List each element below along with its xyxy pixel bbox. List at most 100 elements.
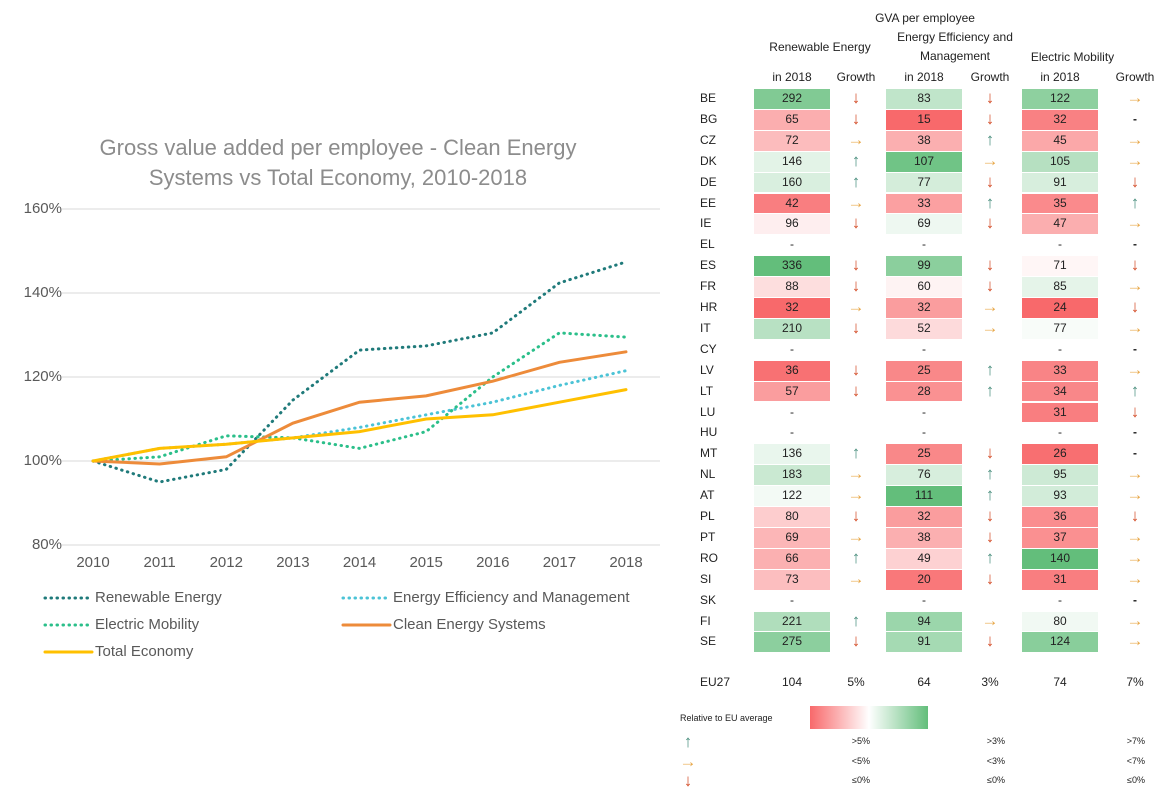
growth-arrow: ↓ [985,506,995,525]
growth-arrow: ↑ [851,150,861,170]
country: DK [700,153,717,168]
value-cell: 91 [1022,172,1098,193]
value-cell: - [790,341,794,356]
series-line [91,260,628,484]
growth-arrow: ↓ [985,255,995,275]
value-cell: 52 [886,318,962,339]
group-header: Renewable Energy [769,40,871,54]
growth-arrow: ↓ [985,88,995,107]
y-tick-label: 100% [24,452,62,469]
growth-arrow: → [1126,547,1144,567]
value-cell: 136 [754,444,830,465]
eu-average: 74 [1053,675,1067,689]
x-tick-label: 2017 [543,554,576,571]
value-cell: 107 [886,151,962,172]
value-cell: 122 [1022,89,1098,109]
value-cell: 57 [754,381,830,402]
value-cell: 77 [886,172,962,193]
value-cell: 122 [754,486,830,506]
subheader: Growth [1115,70,1155,84]
legend-label: Electric Mobility [95,616,200,633]
legend-label: Energy Efficiency and Management [393,589,630,606]
value-cell: 38 [886,527,962,548]
legend-title: Relative to EU average [680,713,773,723]
value-cell: 28 [886,381,962,402]
legend-label: Clean Energy Systems [393,616,546,633]
growth-arrow: ↑ [851,610,861,630]
group-header: Electric Mobility [1030,50,1115,64]
country: IE [700,216,712,231]
table-title: GVA per employee [875,11,975,25]
growth-arrow: - [1133,237,1137,252]
country: AT [700,488,715,503]
value-cell: 31 [1022,569,1098,590]
growth-arrow: → [1126,610,1144,630]
value-cell: - [1058,341,1062,356]
growth-arrow: ↓ [851,506,861,525]
value-cell: 91 [886,632,962,653]
growth-arrow: - [1133,111,1137,126]
growth-arrow: ↓ [851,108,861,128]
value-cell: 69 [886,214,962,235]
value-cell: 42 [754,193,830,214]
value-cell: 36 [754,360,830,381]
growth-arrow: ↑ [985,380,995,400]
value-cell: 94 [886,611,962,632]
eu-average: 104 [781,675,803,689]
series-line [91,350,628,466]
value-cell: - [790,425,794,440]
value-cell: - [922,425,926,440]
country: LU [700,404,716,419]
value-cell: 32 [886,298,962,318]
growth-arrow: → [1126,276,1144,296]
country: LV [700,362,714,377]
value-cell: 93 [1022,486,1098,506]
growth-arrow: → [847,485,865,505]
legend-label: ≤0% [1127,775,1145,785]
growth-arrow: ↓ [1130,401,1140,421]
eu-average: 5% [847,675,865,689]
value-cell: 221 [754,611,830,632]
growth-arrow: → [1126,150,1144,170]
value-cell: 32 [886,507,962,527]
value-cell: - [1058,237,1062,252]
country: SI [700,571,712,586]
growth-arrow: ↑ [985,359,995,379]
growth-arrow: ↓ [985,568,995,588]
value-cell: - [1058,592,1062,607]
value-cell: 32 [754,298,830,318]
growth-arrow: → [981,610,999,630]
value-cell: 80 [754,507,830,527]
subheader: Growth [836,70,876,84]
country: PL [700,509,715,523]
value-cell: 80 [1022,611,1098,632]
country: BG [700,111,718,126]
growth-arrow: → [847,526,865,546]
growth-arrow: → [847,129,865,149]
legend-label: ≤0% [852,775,870,785]
country: HU [700,425,718,440]
growth-arrow: ↓ [985,631,995,651]
growth-arrow: → [1126,88,1144,107]
growth-arrow: ↑ [985,485,995,505]
country: SE [700,634,717,649]
growth-arrow: → [1126,317,1144,337]
value-cell: 25 [886,444,962,465]
growth-arrow: → [1126,359,1144,379]
value-cell: 37 [1022,527,1098,548]
value-cell: 20 [886,569,962,590]
x-tick-label: 2012 [210,554,243,571]
value-cell: 76 [886,465,962,486]
growth-arrow: → [1126,631,1144,651]
x-tick-label: 2014 [343,554,376,571]
growth-arrow: ↓ [985,276,995,296]
growth-arrow: → [981,150,999,170]
legend-arrow: ↑ [683,732,693,751]
x-tick-label: 2016 [476,554,509,571]
growth-arrow: → [847,464,865,484]
eu-average: EU27 [700,675,731,689]
country: FI [700,613,711,628]
growth-arrow: - [1133,425,1137,440]
country: NL [700,467,716,482]
growth-arrow: → [1126,526,1144,546]
